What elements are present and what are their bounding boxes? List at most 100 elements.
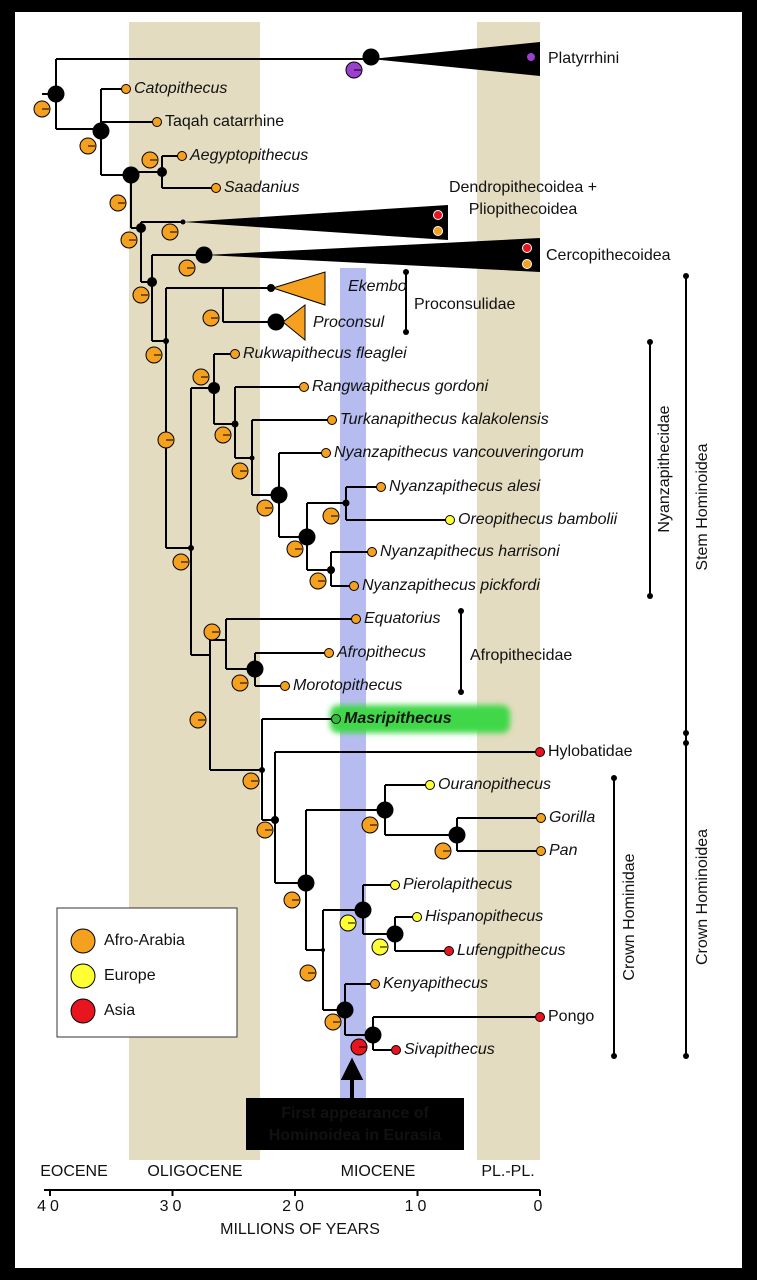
legend-swatch [70, 928, 96, 954]
taxon-label: Platyrrhini [548, 50, 619, 67]
taxon-label: Masripithecus [344, 710, 452, 727]
taxon-label: Dendropithecoidea + [449, 179, 597, 196]
node [297, 874, 315, 892]
node [458, 689, 464, 695]
node [336, 1001, 354, 1019]
node [246, 660, 264, 678]
tip-dot [390, 880, 400, 890]
tip-dot [321, 448, 331, 458]
clade-triangle [205, 238, 540, 272]
taxon-label: Turkanapithecus kalakolensis [340, 411, 549, 428]
taxon-label: Taqah catarrhine [165, 113, 284, 130]
node [92, 122, 110, 140]
tip-dot [536, 846, 546, 856]
taxon-label: Gorilla [549, 809, 595, 826]
node [403, 269, 409, 275]
node [163, 338, 169, 344]
clade-triangle [271, 271, 326, 306]
node [249, 455, 255, 461]
clade-triangle [282, 303, 306, 342]
node [270, 486, 288, 504]
callout-box [246, 1098, 464, 1150]
taxon-label: Hispanopithecus [425, 908, 543, 925]
taxon-label: Ekembo [348, 278, 407, 295]
node [136, 223, 146, 233]
taxon-label: Ouranopithecus [438, 776, 551, 793]
epoch-label: EOCENE [40, 1163, 108, 1180]
eurasia-band [340, 268, 366, 1098]
taxon-label: Pierolapithecus [403, 876, 512, 893]
node [647, 339, 653, 345]
callout-text: Hominoidea in Eurasia [269, 1127, 442, 1144]
node [122, 166, 140, 184]
taxon-label: Nyanzapithecus vancouveringorum [334, 444, 584, 461]
node [342, 499, 350, 507]
group-label: Crown Hominidae [621, 853, 638, 980]
tip-dot [327, 415, 337, 425]
node [458, 608, 464, 614]
node [267, 284, 275, 292]
taxon-label: Nyanzapithecus pickfordi [362, 577, 540, 594]
epoch-label: MIOCENE [341, 1163, 416, 1180]
node [195, 246, 213, 264]
clade-label: Afropithecidae [470, 647, 572, 664]
node [647, 593, 653, 599]
group-label: Nyanzapithecidae [656, 405, 673, 532]
tip-dot [391, 1045, 401, 1055]
tip-dot [535, 1012, 545, 1022]
tip-dot [412, 912, 422, 922]
node [259, 767, 265, 773]
tip-dot [331, 714, 341, 724]
tip-dot [230, 349, 240, 359]
taxon-label: Hylobatidae [548, 743, 633, 760]
node [611, 1053, 617, 1059]
taxon-label: Pongo [548, 1008, 594, 1025]
node [448, 826, 466, 844]
tip-dot [152, 117, 162, 127]
tick-label: 30 [160, 1198, 186, 1215]
tip-dot [445, 515, 455, 525]
tip-dot [433, 226, 443, 236]
taxon-label: Catopithecus [134, 80, 227, 97]
taxon-label: Proconsul [313, 314, 385, 331]
tip-dot [444, 946, 454, 956]
tip-dot [349, 581, 359, 591]
taxon-label: Cercopithecoidea [546, 247, 671, 264]
tick-label: 10 [405, 1198, 431, 1215]
node [611, 775, 617, 781]
node [180, 219, 186, 225]
tip-dot [425, 780, 435, 790]
taxon-label: Rangwapithecus gordoni [312, 378, 489, 395]
node [683, 273, 689, 279]
node [267, 313, 285, 331]
clade-triangle [371, 42, 540, 76]
node [147, 277, 157, 287]
plio-pleistocene-band [477, 22, 540, 1160]
legend-label: Europe [104, 967, 156, 984]
tip-dot [370, 979, 380, 989]
taxon-label: Nyanzapithecus alesi [389, 478, 541, 495]
tick-label: 0 [534, 1198, 547, 1215]
node [327, 566, 335, 574]
epoch-label: PL.-PL. [481, 1163, 534, 1180]
node [231, 420, 239, 428]
tip-dot [324, 648, 334, 658]
tip-dot [280, 681, 290, 691]
epoch-label: OLIGOCENE [147, 1163, 242, 1180]
tip-dot [367, 547, 377, 557]
node [208, 382, 220, 394]
legend-swatch [70, 963, 96, 989]
taxon-label: Kenyapithecus [383, 975, 488, 992]
taxon-label: Equatorius [364, 610, 441, 627]
taxon-label: Aegyptopithecus [189, 147, 308, 164]
node [683, 730, 689, 736]
tick-label: 20 [282, 1198, 308, 1215]
taxon-label: Lufengpithecus [457, 942, 566, 959]
taxon-label: Morotopithecus [293, 677, 402, 694]
node [376, 801, 394, 819]
node [354, 901, 372, 919]
taxon-label: Rukwapithecus fleaglei [243, 345, 407, 362]
callout-text: First appearance of [281, 1105, 429, 1122]
